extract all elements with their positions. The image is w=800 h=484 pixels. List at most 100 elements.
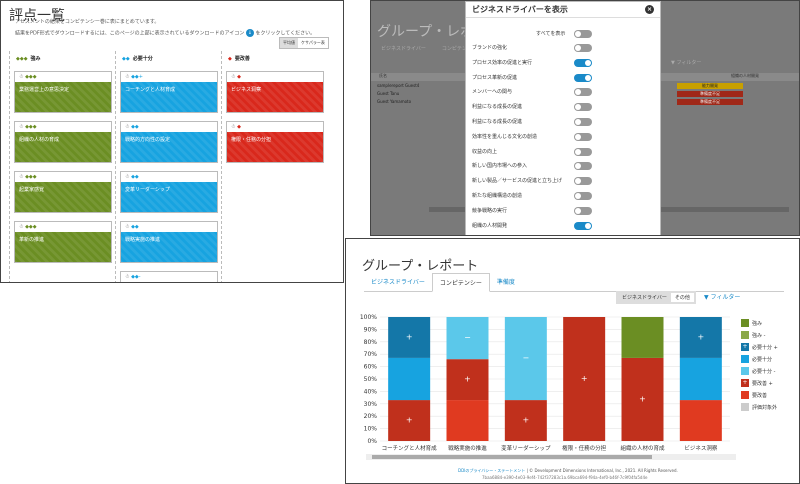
driver-toggle[interactable] xyxy=(574,73,592,82)
view-segment[interactable]: ビジネスドライバー その他 xyxy=(616,291,696,304)
segment-other[interactable]: その他 xyxy=(670,293,694,302)
show-all-toggle[interactable] xyxy=(574,30,592,38)
show-all-row[interactable]: すべてを表示 xyxy=(472,28,592,39)
legend-label: 必要十分 xyxy=(752,356,773,363)
driver-toggle[interactable] xyxy=(574,177,592,186)
legend-swatch: + xyxy=(741,379,749,387)
tab-competency[interactable]: コンピテンシー xyxy=(431,273,490,292)
diamond-icon: ◆◆◆ xyxy=(25,224,37,230)
y-tick-label: 20% xyxy=(364,413,378,420)
driver-toggle[interactable] xyxy=(574,58,592,67)
driver-row[interactable]: ブランドの強化 xyxy=(472,42,592,53)
legend-swatch xyxy=(741,355,749,363)
card-label: 権限・任務の分担 xyxy=(227,132,323,162)
tab-readiness[interactable]: 準備度 xyxy=(496,279,515,286)
driver-row[interactable]: プロセス効率の促進と実行 xyxy=(472,57,592,68)
driver-toggle[interactable] xyxy=(574,221,592,230)
legend-label: 要改善 + xyxy=(752,380,773,387)
competency-card[interactable]: ☃ ◆◆+ コーチングと人材育成 xyxy=(120,71,218,113)
bar-segment xyxy=(388,357,431,401)
report-tabs: ビジネスドライバー コンピテンシー 準備度 xyxy=(364,273,784,292)
driver-toggle[interactable] xyxy=(574,103,592,112)
competency-card[interactable]: ☃ ◆◆ 戦略的方向性の設定 xyxy=(120,121,218,163)
driver-row[interactable]: 効率性を重んじる文化の創造 xyxy=(472,131,592,142)
segment-mark: + xyxy=(464,375,471,384)
driver-label: プロセス効率の促進と実行 xyxy=(472,59,533,66)
horizontal-scrollbar[interactable] xyxy=(366,454,736,460)
competency-card[interactable]: ☃ ◆◆ 戦略実施の推進 xyxy=(120,221,218,263)
competency-card[interactable]: ☃ ◆◆◆ 革新の推進 xyxy=(14,221,112,263)
card-label: 革新の推進 xyxy=(15,232,111,262)
segment-mark: + xyxy=(522,416,529,425)
competency-card[interactable]: ☃ ◆◆◆ 業務運営上の意思決定 xyxy=(14,71,112,113)
driver-toggle[interactable] xyxy=(574,88,592,97)
driver-row[interactable]: 組織の人材開発 xyxy=(472,220,592,231)
toggle-option[interactable]: 平均値 xyxy=(280,38,298,48)
card-rating: ☃ ◆◆◆ xyxy=(15,172,111,182)
close-icon[interactable]: × xyxy=(645,5,654,14)
competency-card[interactable]: ☃ ◆ 権限・任務の分担 xyxy=(226,121,324,163)
bar-segment xyxy=(388,400,431,441)
person-icon: ☃ xyxy=(231,74,238,80)
driver-row[interactable]: 収益の向上 xyxy=(472,146,592,157)
diamond-icon: ◆◆ xyxy=(131,174,139,180)
person-icon: ☃ xyxy=(125,224,132,230)
diamond-icon: ◆◆ xyxy=(131,224,139,230)
view-toggle[interactable]: 平均値 ケサパラー表 xyxy=(279,37,329,49)
report-title: グループ・レポート xyxy=(362,259,479,274)
driver-toggle[interactable] xyxy=(574,162,592,171)
driver-label: 組織の人材開発 xyxy=(472,222,508,229)
driver-row[interactable]: 利益になる成長の促進 xyxy=(472,116,592,127)
column-header: ◆ 要改善 xyxy=(228,56,250,62)
legend-swatch xyxy=(741,391,749,399)
card-label: 業務運営上の意思決定 xyxy=(15,82,111,112)
driver-toggle[interactable] xyxy=(574,118,592,126)
scrollbar-thumb[interactable] xyxy=(372,455,652,459)
competency-card[interactable]: ☃ ◆ ビジネス洞察 xyxy=(226,71,324,113)
driver-toggle[interactable] xyxy=(574,206,592,215)
competency-column: ◆◆◆ 強み ☃ ◆◆◆ 業務運営上の意思決定 ☃ ◆◆◆ 組織の人材の育成 ☃ ◆◆◆ 起業… xyxy=(9,51,115,282)
y-tick-label: 70% xyxy=(364,351,378,358)
privacy-link[interactable]: DDIのプライバシー・ステートメント xyxy=(458,468,526,473)
diamond-icon: ◆ xyxy=(228,56,232,62)
description: アセスメントの結果をコンピテンシー巻に表にまとめています。 xyxy=(15,19,160,25)
toggle-option[interactable]: ケサパラー表 xyxy=(301,40,325,45)
driver-row[interactable]: 利益になる成長の促進 xyxy=(472,101,592,112)
driver-toggle[interactable] xyxy=(574,132,592,141)
driver-label: 新たな組織構造の創造 xyxy=(472,193,523,199)
driver-row[interactable]: 新たな組織構造の創造 xyxy=(472,190,592,201)
card-label xyxy=(121,282,217,283)
driver-row[interactable]: 新しい製品／サービスの促進と立ち上げ xyxy=(472,175,592,186)
segment-mark: − xyxy=(464,333,471,342)
driver-row[interactable]: プロセス革新の促進 xyxy=(472,72,592,83)
filter-icon: ▼ xyxy=(704,294,709,301)
diamond-icon: ◆◆+ xyxy=(131,74,143,80)
bar-segment xyxy=(679,357,722,401)
driver-toggle[interactable] xyxy=(574,192,592,200)
person-icon: ☃ xyxy=(19,124,26,130)
competency-card[interactable]: ☃ ◆◆- xyxy=(120,271,218,283)
footer-id: 7baa6884-e390-4e03-9ef4-742f37283c1a.69b… xyxy=(482,475,648,480)
driver-row[interactable]: 競争戦略の実行 xyxy=(472,205,592,216)
competency-card[interactable]: ☃ ◆◆ 変革リーダーシップ xyxy=(120,171,218,213)
background-filter: ▼ フィルター xyxy=(671,60,702,66)
bar-segment xyxy=(679,317,722,358)
diamond-icon: ◆◆ xyxy=(122,56,130,62)
driver-row[interactable]: メンバーへの関与 xyxy=(472,86,592,97)
competency-card[interactable]: ☃ ◆◆◆ 組織の人材の育成 xyxy=(14,121,112,163)
driver-toggle[interactable] xyxy=(574,147,592,156)
copyright: | © Development Dimensions International… xyxy=(526,468,678,473)
driver-label: ブランドの強化 xyxy=(472,45,508,51)
segment-business-driver[interactable]: ビジネスドライバー xyxy=(622,295,667,301)
driver-toggle[interactable] xyxy=(574,44,592,52)
segment-mark: − xyxy=(522,354,529,363)
driver-row[interactable]: 新しい国内市場への参入 xyxy=(472,160,592,171)
competency-card[interactable]: ☃ ◆◆◆ 起業家感覚 xyxy=(14,171,112,213)
filter-button[interactable]: ▼ フィルター xyxy=(704,292,740,301)
legend-swatch xyxy=(741,319,749,327)
legend-label: 必要十分 - xyxy=(752,368,776,375)
download-icon[interactable]: ↓ xyxy=(245,29,254,37)
y-tick-label: 40% xyxy=(364,388,378,395)
tab-business-driver[interactable]: ビジネスドライバー xyxy=(371,279,425,286)
card-rating: ☃ ◆◆ xyxy=(121,122,217,132)
